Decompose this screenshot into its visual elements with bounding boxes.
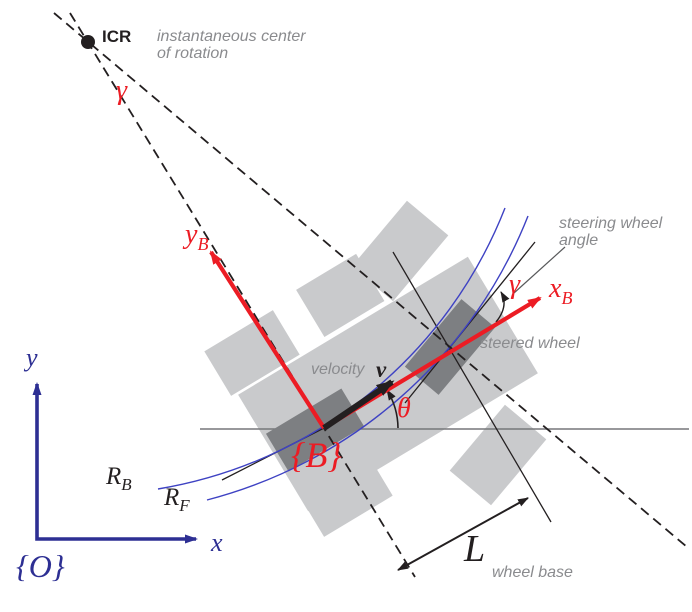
xb-sub: B bbox=[561, 288, 572, 308]
world-y-label: y bbox=[23, 343, 38, 372]
wheelbase-note: wheel base bbox=[492, 564, 573, 581]
steering-angle-note-line2: angle bbox=[559, 232, 598, 249]
rf-main: R bbox=[163, 484, 179, 511]
icr-note-line1: instantaneous center bbox=[157, 28, 306, 45]
radius-arc-rf bbox=[206, 215, 529, 501]
icr-dot bbox=[81, 35, 95, 49]
rf-sub: F bbox=[178, 496, 190, 515]
velocity-symbol: v bbox=[376, 357, 387, 382]
gamma-wheel-label: γ bbox=[509, 269, 521, 300]
steering-angle-note-line1: steering wheel bbox=[559, 215, 663, 232]
yb-axis-label: yB bbox=[182, 219, 208, 254]
vehicle-cabin bbox=[296, 253, 385, 338]
gamma-icr-label: γ bbox=[116, 75, 128, 106]
rb-label: RB bbox=[105, 463, 132, 494]
icr-label: ICR bbox=[102, 27, 131, 46]
icr-note-line2: of rotation bbox=[157, 45, 228, 62]
rb-main: R bbox=[105, 463, 121, 490]
dashed-line-front-perpendicular bbox=[53, 12, 688, 548]
yb-sub: B bbox=[197, 234, 208, 254]
steered-wheel-note: steered wheel bbox=[480, 335, 580, 352]
velocity-label: velocity bbox=[311, 361, 365, 378]
dashed-line-rear-perpendicular bbox=[69, 12, 416, 578]
wheel-front-right bbox=[449, 404, 547, 506]
wheel-front-left bbox=[351, 200, 449, 302]
rb-sub: B bbox=[121, 475, 132, 494]
world-x-label: x bbox=[210, 528, 223, 557]
world-frame-label: {O} bbox=[16, 548, 65, 584]
yb-axis bbox=[209, 250, 326, 430]
world-frame-axes bbox=[32, 382, 198, 544]
dark-wheel-rear bbox=[265, 388, 365, 472]
body-frame-label: {B} bbox=[291, 435, 342, 475]
steering-angle-leader-line bbox=[513, 246, 566, 294]
rf-label: RF bbox=[163, 484, 190, 515]
xb-main: x bbox=[548, 273, 562, 304]
wheelbase-dimension-arrow bbox=[397, 497, 529, 571]
velocity-arrow bbox=[322, 379, 395, 431]
gamma-angle-arrow bbox=[495, 291, 510, 323]
xb-axis-label: xB bbox=[548, 273, 572, 308]
yb-main: y bbox=[182, 219, 198, 250]
front-axle-perpendicular-line bbox=[392, 251, 552, 523]
wheel-rear-left bbox=[204, 310, 300, 396]
theta-label: θ bbox=[397, 393, 411, 424]
wheelbase-symbol: L bbox=[463, 528, 485, 570]
